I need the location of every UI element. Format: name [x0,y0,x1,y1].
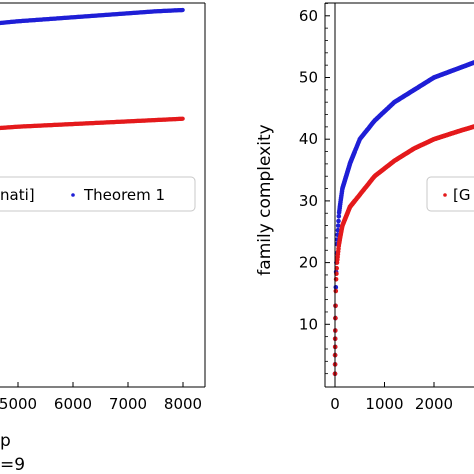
left-xlabel: p [0,431,11,451]
left-series-1-point [180,116,185,121]
left-plot-points [0,7,185,131]
right-series-0-point [335,223,341,228]
left-panel: 00005000600070008000 nati] Theorem 1 p =… [0,2,206,474]
left-legend-label-1: Theorem 1 [83,186,165,204]
right-series-1-point [333,288,339,294]
right-ylabel: family complexity [255,124,275,275]
right-x-tick-label: 2000 [415,395,453,413]
right-y-tick-label: 60 [299,7,318,25]
left-legend-box [0,176,196,212]
right-series-1-point [333,277,339,282]
right-legend-marker-0 [443,193,447,197]
right-x-tick-label: 1000 [365,395,403,413]
left-x-tick-label: 8000 [164,395,202,413]
right-series-0-point [335,227,341,233]
right-y-ticks: 10 20 30 40 50 60 [299,3,330,375]
right-panel: 10 20 30 40 50 60 0 1000 2000 30 [G family compl… [255,2,474,413]
right-x-ticks: 01000200030 [330,382,474,413]
right-legend-box [426,176,474,212]
right-y-tick-label: 40 [299,130,318,148]
left-xlabel-extra: =9 [0,455,25,474]
right-series-0-point [336,214,342,219]
left-series-0-point [180,7,185,13]
left-x-tick-label: 7000 [109,395,147,413]
left-x-tick-label: 6000 [54,395,92,413]
right-x-tick-label: 0 [330,395,340,413]
right-legend: [G [426,176,474,212]
right-y-tick-label: 20 [299,254,318,272]
left-legend-label-0: nati] [0,186,35,204]
left-legend-marker-1 [71,193,75,197]
left-x-ticks: 00005000600070008000 [0,382,202,413]
right-legend-label-0: [G [453,186,470,204]
right-series-0-point [336,218,341,224]
right-series-1-point [334,265,340,271]
left-x-tick-label: 5000 [0,395,37,413]
right-y-tick-label: 30 [299,192,318,210]
left-legend: nati] Theorem 1 [0,176,196,212]
right-y-tick-label: 10 [299,315,318,333]
right-y-tick-label: 50 [299,69,318,87]
right-plot-points [332,60,474,377]
